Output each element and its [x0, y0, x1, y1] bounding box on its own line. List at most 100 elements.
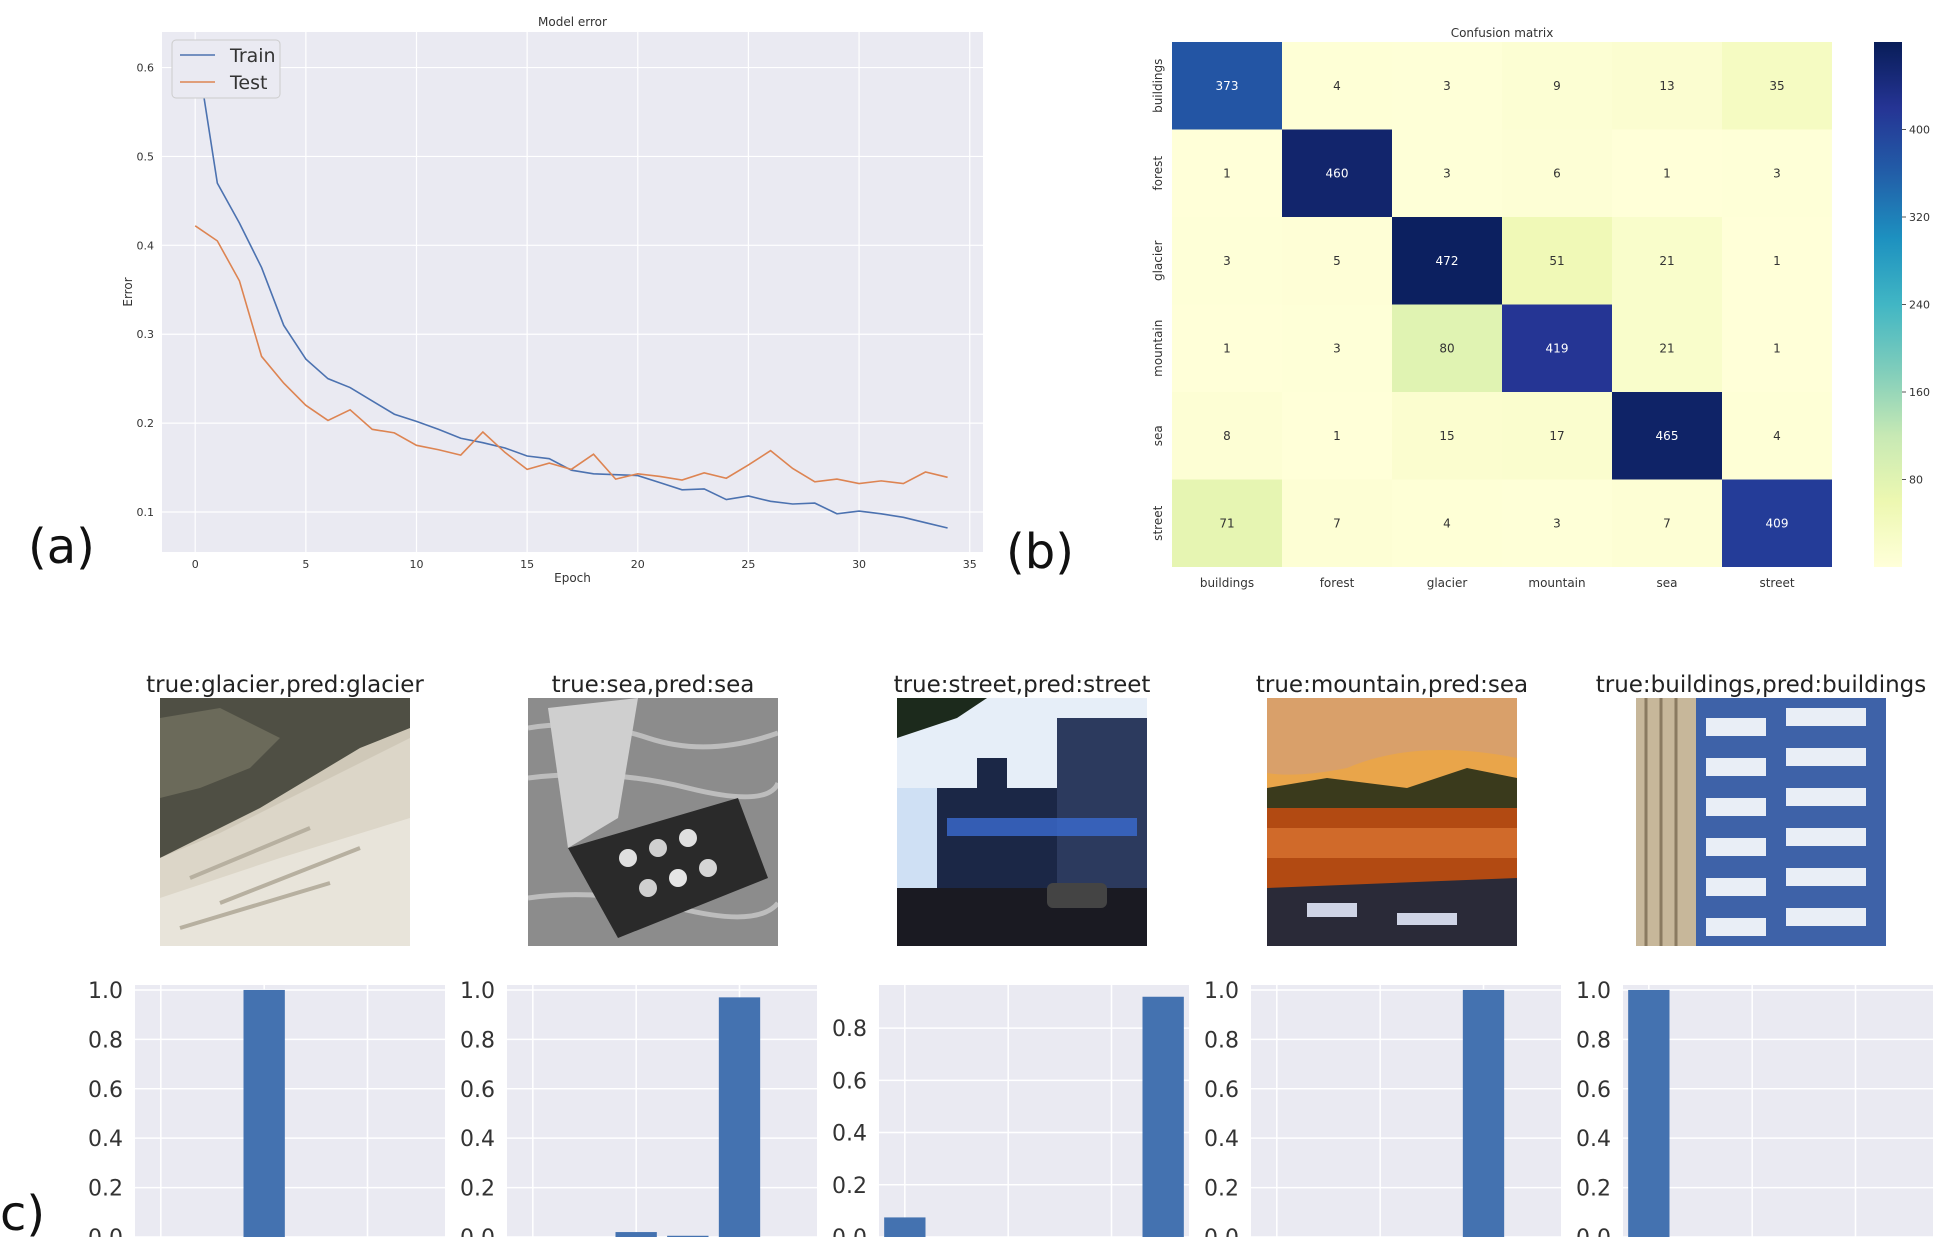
heatmap-cell — [1612, 129, 1722, 217]
bar — [667, 1235, 709, 1237]
y-tick-label: 0.2 — [1576, 1177, 1611, 1202]
y-tick-label: 0.2 — [88, 1177, 123, 1202]
plot-background — [135, 985, 445, 1237]
bar-chart-sample-street: 0.00.20.40.60.8024 — [832, 985, 1189, 1241]
y-tick-label: 0.8 — [1204, 1028, 1239, 1053]
bar-chart-sample-buildings: 0.00.20.40.60.81.0024 — [1576, 979, 1933, 1241]
cell-value: 3 — [1443, 79, 1451, 93]
y-tick-label: 0.8 — [460, 1028, 495, 1053]
x-tick-label: 15 — [520, 558, 534, 571]
y-tick-label: 0.3 — [137, 328, 155, 341]
heatmap-cell — [1172, 392, 1282, 480]
y-tick-label: 1.0 — [1576, 979, 1611, 1004]
sample-image-glacier — [160, 698, 410, 946]
panel-label-a: (a) — [28, 519, 95, 575]
y-tick-label: 1.0 — [88, 979, 123, 1004]
heatmap-cell — [1612, 42, 1722, 130]
x-tick-label: 25 — [741, 558, 755, 571]
y-tick-label: 1.0 — [460, 979, 495, 1004]
cell-value: 15 — [1439, 429, 1454, 443]
cell-value: 465 — [1656, 429, 1679, 443]
x-tick-label: 30 — [852, 558, 866, 571]
heatmap-cell — [1392, 479, 1502, 567]
bar-chart-sample-mountain: 0.00.20.40.60.81.0024 — [1204, 979, 1561, 1241]
heatmap-cell — [1282, 392, 1392, 480]
cell-value: 1 — [1663, 166, 1671, 180]
y-tick-label: 0.4 — [460, 1127, 495, 1152]
y-tick-label: 0.4 — [137, 239, 155, 252]
x-tick-label: 10 — [409, 558, 423, 571]
x-tick-label: buildings — [1200, 576, 1254, 590]
y-tick-label: glacier — [1151, 240, 1165, 281]
heatmap-cell — [1392, 304, 1502, 392]
heatmap-cell — [1172, 479, 1282, 567]
heatmap-cell — [1392, 392, 1502, 480]
y-tick-label: 0.6 — [460, 1078, 495, 1103]
heatmap-cell — [1282, 479, 1392, 567]
cell-value: 3 — [1773, 166, 1781, 180]
y-tick-label: 0.8 — [88, 1028, 123, 1053]
y-tick-label: 0.4 — [1204, 1127, 1239, 1152]
y-tick-label: 0.4 — [1576, 1127, 1611, 1152]
heatmap-cell — [1282, 304, 1392, 392]
heatmap-cell — [1172, 217, 1282, 305]
cell-value: 3 — [1443, 166, 1451, 180]
colorbar-tick-label: 160 — [1909, 386, 1930, 399]
cell-value: 409 — [1766, 516, 1789, 530]
chart-title: Confusion matrix — [1451, 26, 1554, 40]
y-tick-label: 0.8 — [1576, 1028, 1611, 1053]
x-tick-label: 20 — [631, 558, 645, 571]
y-tick-label: 0.2 — [460, 1177, 495, 1202]
cell-value: 3 — [1223, 254, 1231, 268]
sample-title: true:sea,pred:sea — [551, 672, 755, 698]
cell-value: 1 — [1773, 341, 1781, 355]
y-tick-label: 0.5 — [137, 150, 155, 163]
sample-image-street — [897, 698, 1147, 946]
bar — [615, 1232, 657, 1237]
y-tick-label: 1.0 — [1204, 979, 1239, 1004]
x-tick-label: glacier — [1427, 576, 1468, 590]
y-tick-label: 0.0 — [1576, 1226, 1611, 1237]
series-line-test — [194, 225, 948, 485]
cell-value: 13 — [1659, 79, 1674, 93]
heatmap-cell — [1612, 479, 1722, 567]
heatmap-cell — [1282, 129, 1392, 217]
chart-title: Model error — [538, 15, 607, 29]
sample-title: true:street,pred:street — [893, 672, 1151, 698]
colorbar-tick-label: 80 — [1909, 474, 1923, 487]
cell-value: 4 — [1773, 429, 1781, 443]
colorbar-tick-label: 240 — [1909, 299, 1930, 312]
sample-image-sea — [528, 698, 778, 946]
y-tick-label: street — [1151, 505, 1165, 540]
bar — [1628, 989, 1670, 1237]
bar — [718, 997, 761, 1237]
colorbar-tick-label: 400 — [1909, 124, 1930, 137]
cell-value: 4 — [1333, 79, 1341, 93]
x-tick-label: street — [1759, 576, 1794, 590]
sample-image-mountain — [1267, 698, 1517, 946]
sample-title: true:glacier,pred:glacier — [146, 672, 424, 698]
legend: Train Test — [171, 39, 281, 99]
heatmap-cell — [1722, 392, 1832, 480]
model-error-chart: 0 5 10 15 20 25 30 35 0.1 0.2 0.3 0.4 0.5 0.6 Model er… — [121, 15, 983, 585]
y-tick-label: 0.2 — [832, 1174, 867, 1199]
y-tick-label: 0.0 — [88, 1226, 123, 1237]
cell-value: 80 — [1439, 341, 1454, 355]
cell-value: 3 — [1553, 516, 1561, 530]
y-tick-label: buildings — [1151, 59, 1165, 113]
cell-value: 7 — [1663, 516, 1671, 530]
y-tick-label: 0.0 — [832, 1226, 867, 1237]
cell-value: 9 — [1553, 79, 1561, 93]
sample-probability-charts: 0.00.20.40.60.81.00240.00.20.40.60.81.00… — [88, 979, 1933, 1241]
cell-value: 4 — [1443, 516, 1451, 530]
colorbar-tick-label: 320 — [1909, 211, 1930, 224]
heatmap-cell — [1172, 304, 1282, 392]
cell-value: 35 — [1769, 79, 1784, 93]
y-tick-label: mountain — [1151, 320, 1165, 377]
x-tick-label: 5 — [302, 558, 309, 571]
cell-value: 373 — [1216, 79, 1239, 93]
x-tick-label: 0 — [192, 558, 199, 571]
y-tick-label: forest — [1151, 156, 1165, 191]
y-axis-label: Error — [121, 277, 135, 306]
